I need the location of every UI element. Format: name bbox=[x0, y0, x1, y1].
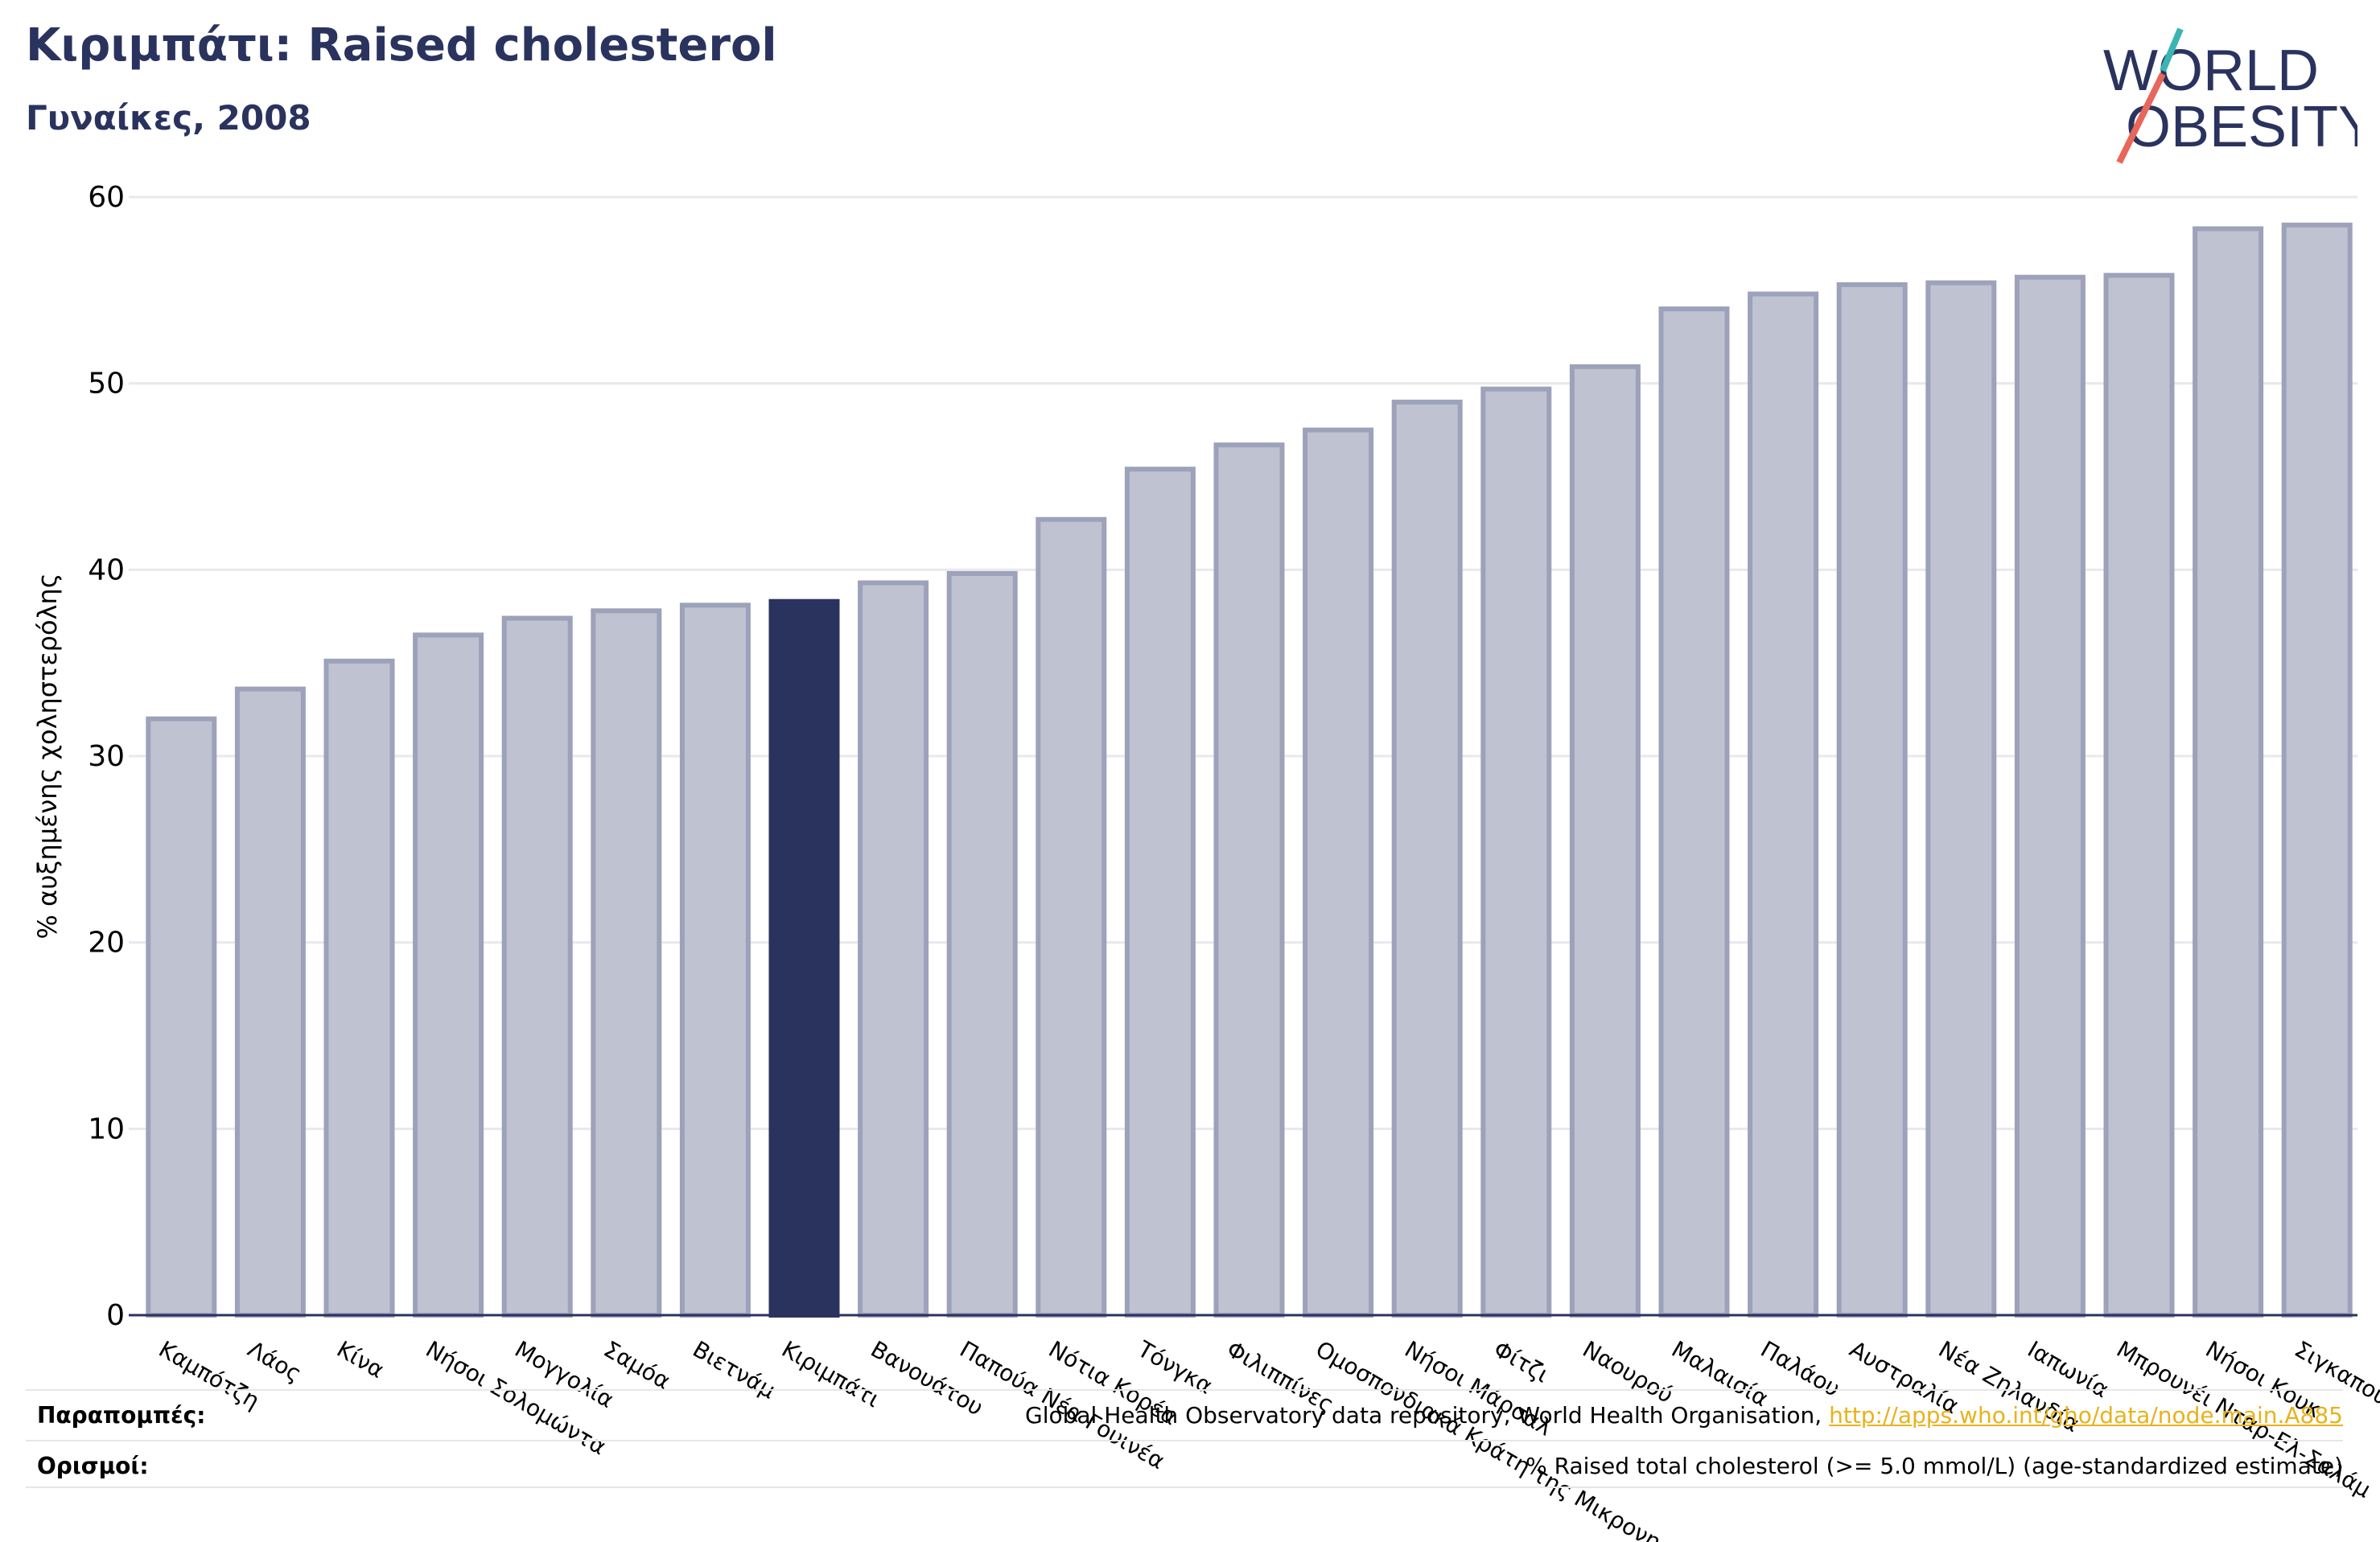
logo-line2: OBESITY bbox=[2126, 95, 2357, 159]
bar-24 bbox=[2193, 226, 2264, 1318]
world-obesity-logo: WORLD OBESITY bbox=[2103, 27, 2357, 164]
bar-23 bbox=[2103, 273, 2175, 1318]
bar-4 bbox=[413, 632, 484, 1318]
y-tick-label: 20 bbox=[88, 927, 125, 960]
bar-2 bbox=[234, 686, 306, 1318]
bar-1 bbox=[146, 716, 217, 1318]
x-tick-label: Λάος bbox=[243, 1335, 306, 1387]
bar-16 bbox=[1480, 386, 1552, 1318]
bar-14 bbox=[1303, 427, 1374, 1318]
definitions-row: Ορισμοί: % Raised total cholesterol (>= … bbox=[26, 1440, 2343, 1488]
chart-title: Κιριμπάτι: Raised cholesterol bbox=[26, 19, 777, 72]
y-tick-label: 60 bbox=[88, 181, 125, 214]
bar-21 bbox=[1925, 280, 1997, 1318]
y-axis-label: % αυξημένης χοληστερόλης bbox=[32, 573, 63, 939]
bar-13 bbox=[1213, 442, 1285, 1318]
logo-slash-red bbox=[2116, 72, 2166, 164]
references-link[interactable]: http://apps.who.int/gho/data/node.main.A… bbox=[1829, 1402, 2343, 1429]
references-text: Global Health Observatory data repositor… bbox=[1025, 1402, 1830, 1429]
y-tick-label: 10 bbox=[88, 1112, 125, 1145]
bars bbox=[146, 222, 2353, 1318]
bar-20 bbox=[1836, 282, 1908, 1318]
logo-slash-teal bbox=[2160, 27, 2184, 72]
bar-17 bbox=[1569, 364, 1641, 1318]
bar-8 bbox=[768, 598, 840, 1318]
logo-line1: WORLD bbox=[2103, 39, 2319, 103]
bar-15 bbox=[1391, 399, 1463, 1318]
bar-5 bbox=[501, 615, 573, 1318]
references-label: Παραπομπές: bbox=[37, 1402, 206, 1429]
references-row: Παραπομπές: Global Health Observatory da… bbox=[26, 1389, 2343, 1436]
bar-25 bbox=[2281, 222, 2353, 1318]
bar-9 bbox=[858, 580, 929, 1318]
bar-22 bbox=[2014, 274, 2086, 1318]
definitions-value: % Raised total cholesterol (>= 5.0 mmol/… bbox=[1526, 1453, 2343, 1479]
bar-3 bbox=[323, 658, 395, 1318]
x-tick-label: Κίνα bbox=[332, 1335, 389, 1384]
y-tick-label: 0 bbox=[106, 1299, 125, 1332]
chart-subtitle: Γυναίκες, 2008 bbox=[26, 98, 311, 138]
bar-12 bbox=[1124, 467, 1196, 1318]
x-tick-label: Φίτζι bbox=[1489, 1335, 1554, 1388]
bar-11 bbox=[1036, 516, 1107, 1318]
bar-7 bbox=[679, 602, 751, 1318]
references-value: Global Health Observatory data repositor… bbox=[1025, 1402, 2343, 1429]
y-tick-label: 40 bbox=[88, 553, 125, 586]
y-tick-label: 50 bbox=[88, 368, 125, 401]
bar-19 bbox=[1748, 291, 1819, 1318]
definitions-label: Ορισμοί: bbox=[37, 1453, 149, 1479]
bar-6 bbox=[591, 608, 662, 1318]
bar-18 bbox=[1658, 306, 1730, 1318]
y-tick-labels: 0 10 20 30 40 50 60 bbox=[88, 181, 125, 1332]
y-tick-label: 30 bbox=[88, 740, 125, 773]
bar-10 bbox=[946, 570, 1018, 1318]
